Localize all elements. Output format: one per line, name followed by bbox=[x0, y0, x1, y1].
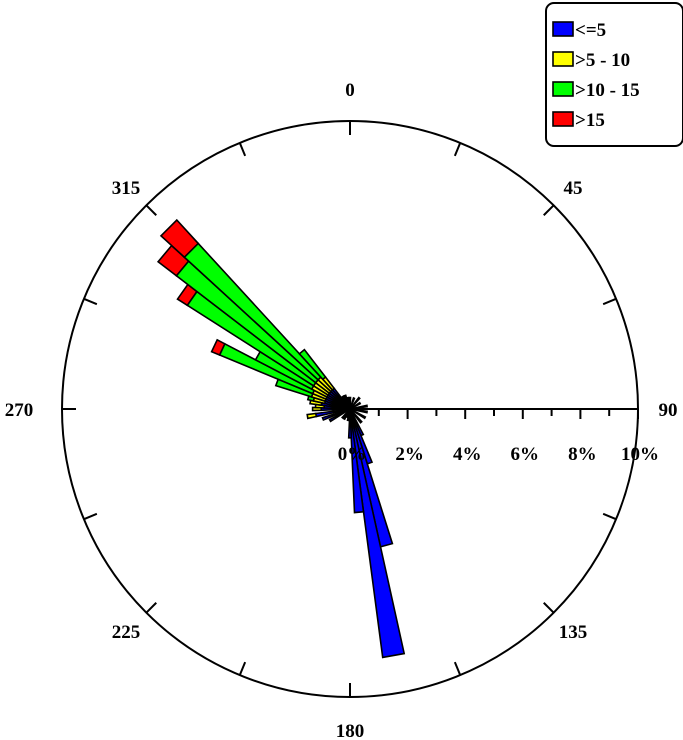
direction-label-45: 45 bbox=[564, 178, 583, 199]
labels-layer: 0% 2% 4% 6% 8% 10% 0 45 90 135 180 225 270 315 bbox=[5, 80, 678, 740]
axis-layer bbox=[349, 408, 639, 419]
sector-250-1 bbox=[321, 408, 351, 422]
sector-60-1 bbox=[349, 401, 362, 410]
legend-label-2: >5 - 10 bbox=[575, 50, 630, 71]
outer-tick bbox=[602, 512, 617, 521]
radial-tick-label: 10% bbox=[621, 444, 659, 465]
radial-tick-label: 2% bbox=[395, 444, 424, 465]
legend-swatch-2 bbox=[552, 51, 574, 67]
legend-swatch-3 bbox=[552, 81, 574, 97]
direction-label-90: 90 bbox=[659, 400, 678, 421]
outer-tick bbox=[543, 204, 555, 216]
direction-label-180: 180 bbox=[336, 721, 365, 740]
sector-175-1 bbox=[349, 408, 365, 514]
sector-240-1 bbox=[328, 408, 351, 423]
sector-120-1 bbox=[349, 408, 367, 420]
sector-180-1 bbox=[347, 408, 353, 439]
outer-tick bbox=[145, 204, 157, 216]
sector-220-1 bbox=[341, 408, 351, 420]
sector-295-4 bbox=[210, 338, 226, 357]
outer-tick bbox=[83, 512, 98, 521]
radial-tick-label: 4% bbox=[453, 444, 482, 465]
outer-tick bbox=[238, 661, 247, 676]
legend-label-4: >15 bbox=[575, 110, 605, 131]
sector-140-1 bbox=[349, 408, 363, 424]
sectors-layer bbox=[156, 218, 406, 659]
direction-label-0: 0 bbox=[345, 80, 355, 101]
direction-label-225: 225 bbox=[112, 622, 141, 643]
sector-40-1 bbox=[349, 396, 361, 410]
radial-tick-label: 8% bbox=[568, 444, 597, 465]
outer-tick bbox=[145, 602, 157, 614]
sector-350-1 bbox=[346, 396, 351, 410]
legend-swatch-4 bbox=[552, 111, 574, 127]
sector-315-4 bbox=[159, 218, 200, 259]
sector-170-1 bbox=[349, 408, 406, 659]
outer-tick bbox=[238, 142, 247, 157]
legend: <=5 >5 - 10 >10 - 15 >15 bbox=[545, 2, 683, 147]
outer-tick bbox=[453, 661, 462, 676]
outer-tick bbox=[602, 297, 617, 306]
outer-tick bbox=[83, 297, 98, 306]
sector-320-3 bbox=[298, 348, 327, 381]
radial-tick-label: 6% bbox=[511, 444, 540, 465]
legend-box bbox=[545, 2, 683, 147]
direction-label-270: 270 bbox=[5, 400, 34, 421]
outer-tick bbox=[543, 602, 555, 614]
legend-swatch-1 bbox=[552, 21, 574, 37]
direction-label-135: 135 bbox=[559, 622, 588, 643]
radial-tick-label: 0% bbox=[338, 444, 367, 465]
legend-label-3: >10 - 15 bbox=[575, 80, 640, 101]
sector-260-2 bbox=[306, 412, 318, 420]
outer-tick bbox=[453, 142, 462, 157]
direction-label-315: 315 bbox=[112, 178, 141, 199]
legend-label-1: <=5 bbox=[575, 20, 606, 41]
sector-20-1 bbox=[349, 396, 356, 410]
